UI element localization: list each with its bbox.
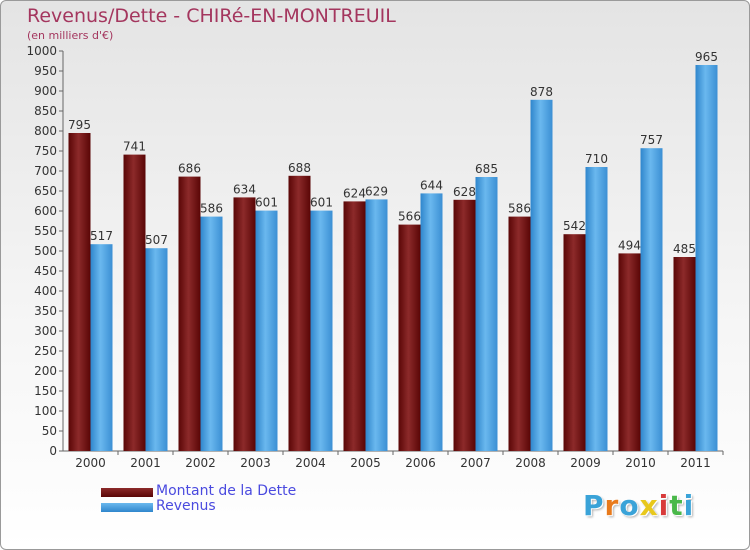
data-label-revenus: 965	[695, 50, 718, 64]
bar-revenus	[585, 167, 608, 451]
y-tick-label: 50	[42, 424, 57, 438]
bar-revenus	[475, 177, 498, 451]
y-tick-label: 200	[34, 364, 57, 378]
data-label-revenus: 878	[530, 85, 553, 99]
y-tick-label: 250	[34, 344, 57, 358]
proxiti-logo: Proxiti	[583, 489, 694, 522]
bar-revenus	[365, 199, 388, 451]
bar-revenus	[90, 244, 113, 451]
y-tick-label: 800	[34, 124, 57, 138]
bar-revenus	[695, 65, 718, 451]
chart-subtitle: (en milliers d'€)	[27, 29, 114, 42]
y-tick-label: 0	[49, 444, 57, 458]
y-tick-label: 650	[34, 184, 57, 198]
bar-revenus	[200, 216, 223, 451]
data-label-revenus: 601	[255, 196, 278, 210]
bar-revenus	[310, 210, 333, 451]
y-tick-label: 500	[34, 244, 57, 258]
bar-dette	[288, 175, 311, 452]
logo-letter: r	[604, 489, 620, 522]
data-label-revenus: 685	[475, 162, 498, 176]
bar-dette	[453, 199, 476, 451]
x-tick-label: 2003	[240, 456, 271, 470]
x-tick-label: 2009	[570, 456, 601, 470]
y-tick-label: 300	[34, 324, 57, 338]
y-tick-label: 450	[34, 264, 57, 278]
bar-dette	[343, 201, 366, 451]
bar-revenus	[255, 210, 278, 451]
bar-dette	[508, 216, 531, 451]
y-tick-label: 550	[34, 224, 57, 238]
data-label-revenus: 586	[200, 202, 223, 216]
data-label-dette: 494	[618, 238, 641, 252]
data-label-dette: 628	[453, 185, 476, 199]
bar-dette	[563, 234, 586, 451]
y-tick-label: 350	[34, 304, 57, 318]
bar-dette	[123, 154, 146, 451]
y-tick-label: 1000	[26, 44, 57, 58]
y-tick-label: 750	[34, 144, 57, 158]
bar-revenus	[640, 148, 663, 451]
data-label-revenus: 629	[365, 184, 388, 198]
data-label-dette: 566	[398, 210, 421, 224]
x-tick-label: 2002	[185, 456, 216, 470]
data-label-revenus: 517	[90, 229, 113, 243]
y-tick-label: 850	[34, 104, 57, 118]
data-label-dette: 624	[343, 186, 366, 200]
data-label-revenus: 507	[145, 233, 168, 247]
bar-dette	[673, 257, 696, 451]
data-label-revenus: 601	[310, 196, 333, 210]
logo-letter: o	[619, 489, 640, 522]
bar-revenus	[420, 193, 443, 451]
logo-letter: t	[669, 489, 684, 522]
logo-letter: P	[583, 489, 605, 522]
bar-dette	[618, 253, 641, 451]
legend-label-revenus: Revenus	[156, 498, 216, 514]
chart-title: Revenus/Dette - CHIRé-EN-MONTREUIL	[27, 5, 396, 27]
y-tick-label: 400	[34, 284, 57, 298]
y-tick-label: 600	[34, 204, 57, 218]
data-label-dette: 686	[178, 162, 201, 176]
data-label-dette: 795	[68, 118, 91, 132]
data-label-dette: 586	[508, 202, 531, 216]
x-tick-label: 2004	[295, 456, 326, 470]
data-label-dette: 741	[123, 140, 146, 154]
data-label-dette: 485	[673, 242, 696, 256]
bar-revenus	[530, 99, 553, 452]
x-tick-label: 2005	[350, 456, 381, 470]
x-tick-label: 2001	[130, 456, 161, 470]
data-label-dette: 688	[288, 161, 311, 175]
y-tick-label: 700	[34, 164, 57, 178]
legend-swatch-dette	[101, 488, 153, 497]
logo-letter: i	[658, 489, 670, 522]
y-tick-label: 900	[34, 84, 57, 98]
x-tick-label: 2000	[75, 456, 106, 470]
data-label-revenus: 710	[585, 152, 608, 166]
data-label-revenus: 757	[640, 133, 663, 147]
data-label-dette: 634	[233, 182, 256, 196]
x-tick-label: 2007	[460, 456, 491, 470]
logo-letter: x	[639, 489, 659, 522]
bar-dette	[68, 133, 91, 451]
bar-dette	[398, 224, 421, 451]
legend-label-dette: Montant de la Dette	[156, 483, 297, 499]
y-tick-label: 150	[34, 384, 57, 398]
data-label-revenus: 644	[420, 178, 443, 192]
x-tick-label: 2011	[680, 456, 711, 470]
bar-revenus	[145, 248, 168, 451]
x-tick-label: 2006	[405, 456, 436, 470]
logo-letter: i	[683, 489, 695, 522]
y-tick-label: 950	[34, 64, 57, 78]
y-tick-label: 100	[34, 404, 57, 418]
bar-dette	[178, 176, 201, 451]
bar-dette	[233, 197, 256, 451]
x-tick-label: 2008	[515, 456, 546, 470]
data-label-dette: 542	[563, 219, 586, 233]
x-tick-label: 2010	[625, 456, 656, 470]
legend-swatch-revenus	[101, 503, 153, 512]
